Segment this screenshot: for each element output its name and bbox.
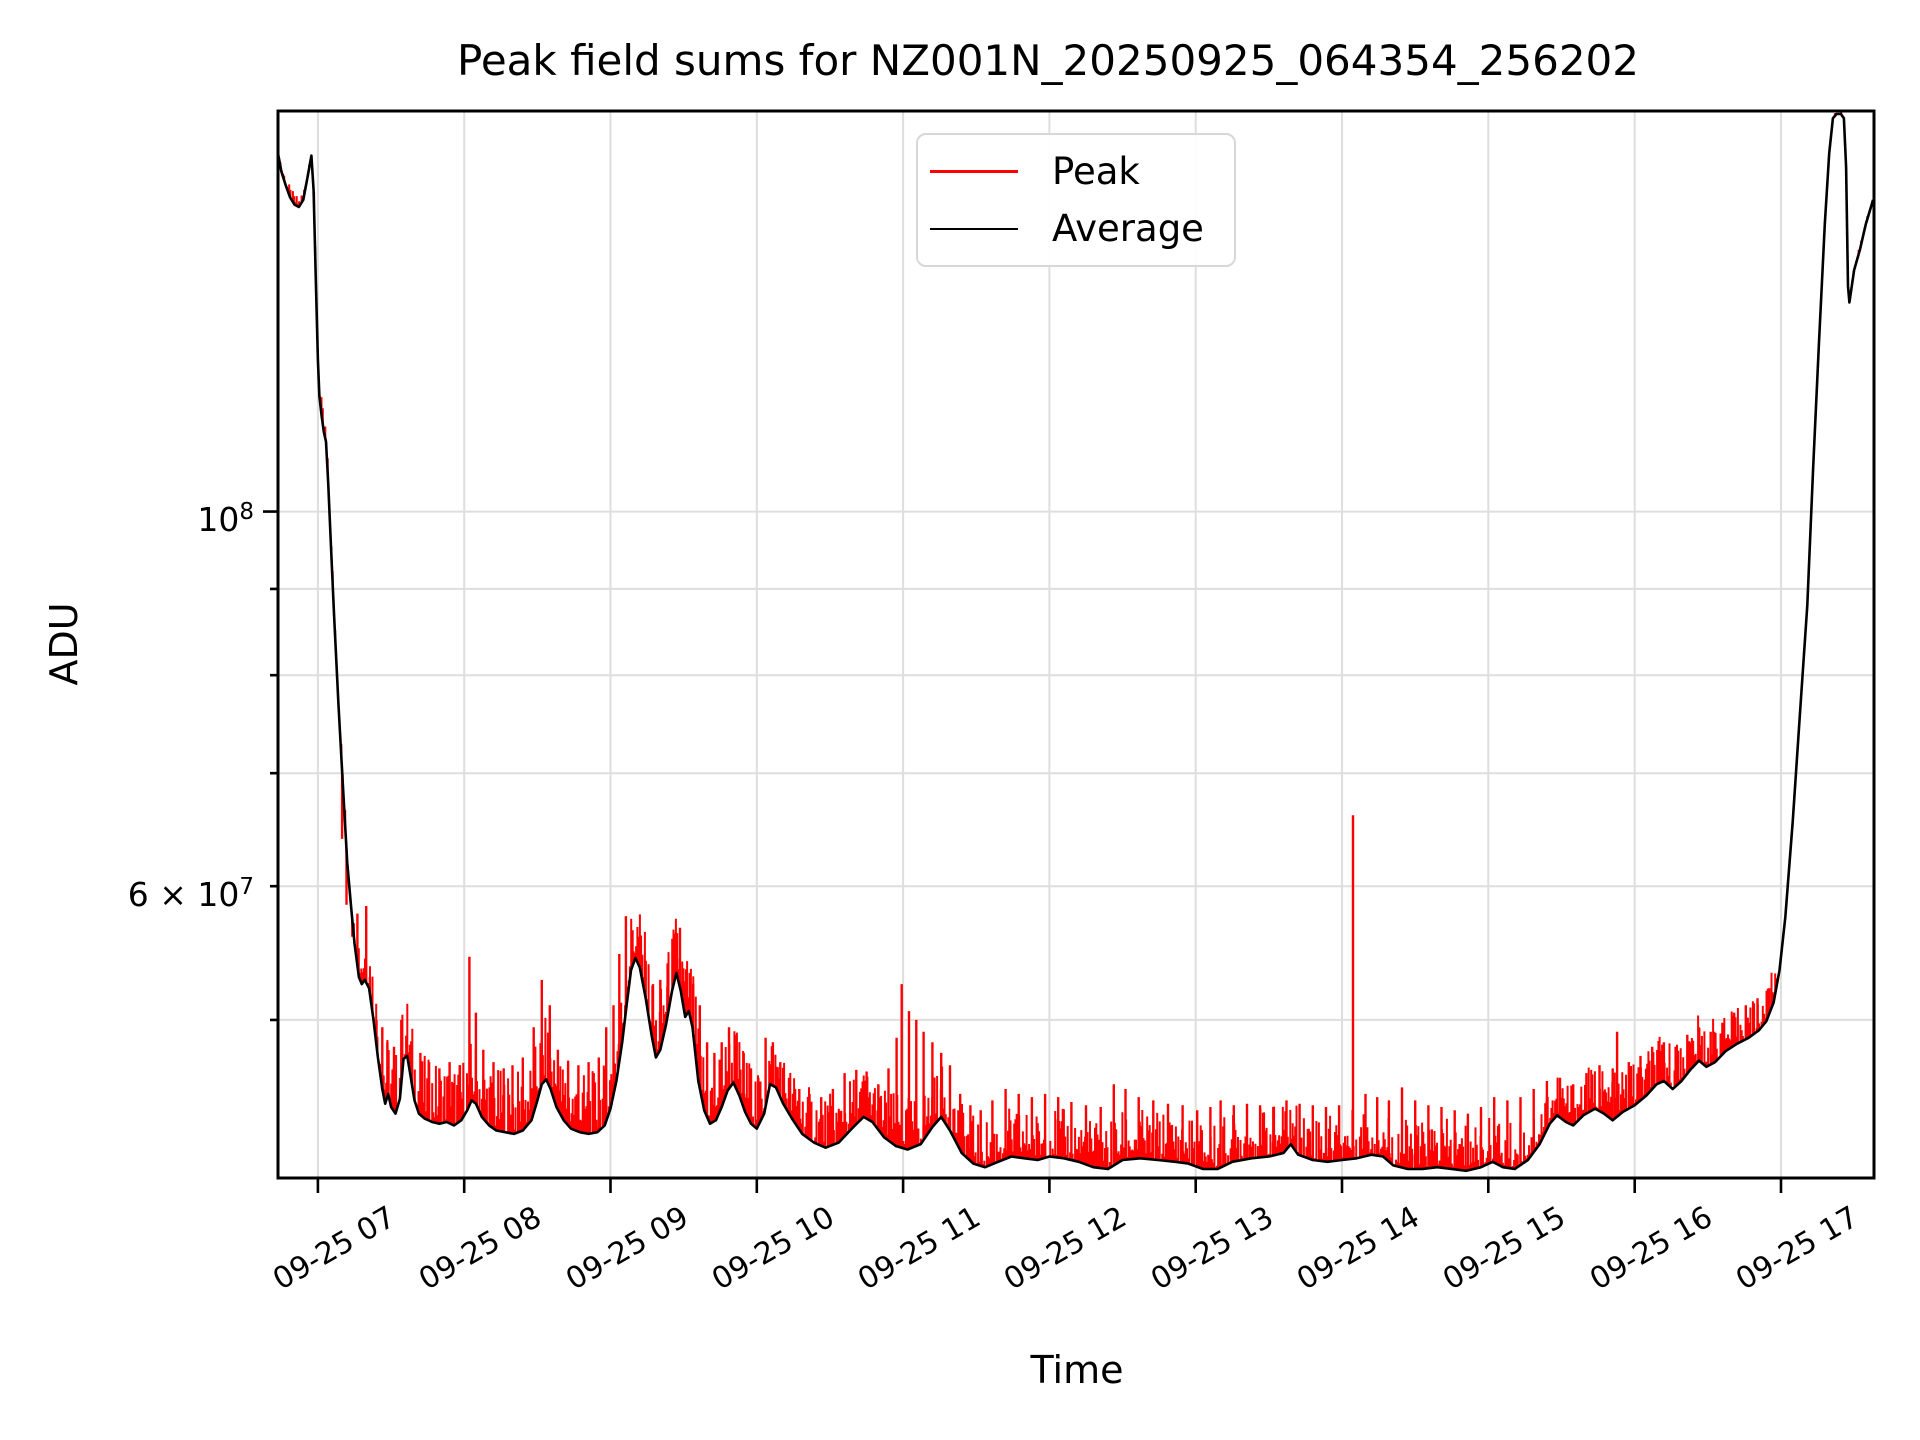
legend-label-peak: Peak	[1052, 149, 1140, 193]
legend: Peak Average	[916, 133, 1236, 267]
average-series-line	[278, 112, 1874, 1173]
gridlines	[278, 111, 1874, 1178]
chart-title: Peak field sums for NZ001N_20250925_0643…	[456, 36, 1639, 85]
legend-item-average: Average	[930, 207, 1234, 250]
x-axis-label: Time	[1030, 1348, 1124, 1392]
axes-spines	[276, 109, 1876, 1180]
peak-series-spikes	[340, 769, 1771, 1171]
legend-item-peak: Peak	[930, 150, 1234, 193]
y-tick-label-1e8: 108	[197, 499, 254, 539]
legend-label-average: Average	[1052, 207, 1204, 251]
peak-line-sample	[930, 169, 1018, 173]
y-axis-label: ADU	[42, 602, 86, 686]
average-line-sample	[930, 227, 1018, 231]
y-tick-label-6e7: 6 × 107	[127, 874, 254, 914]
axis-ticks	[263, 510, 1783, 1193]
